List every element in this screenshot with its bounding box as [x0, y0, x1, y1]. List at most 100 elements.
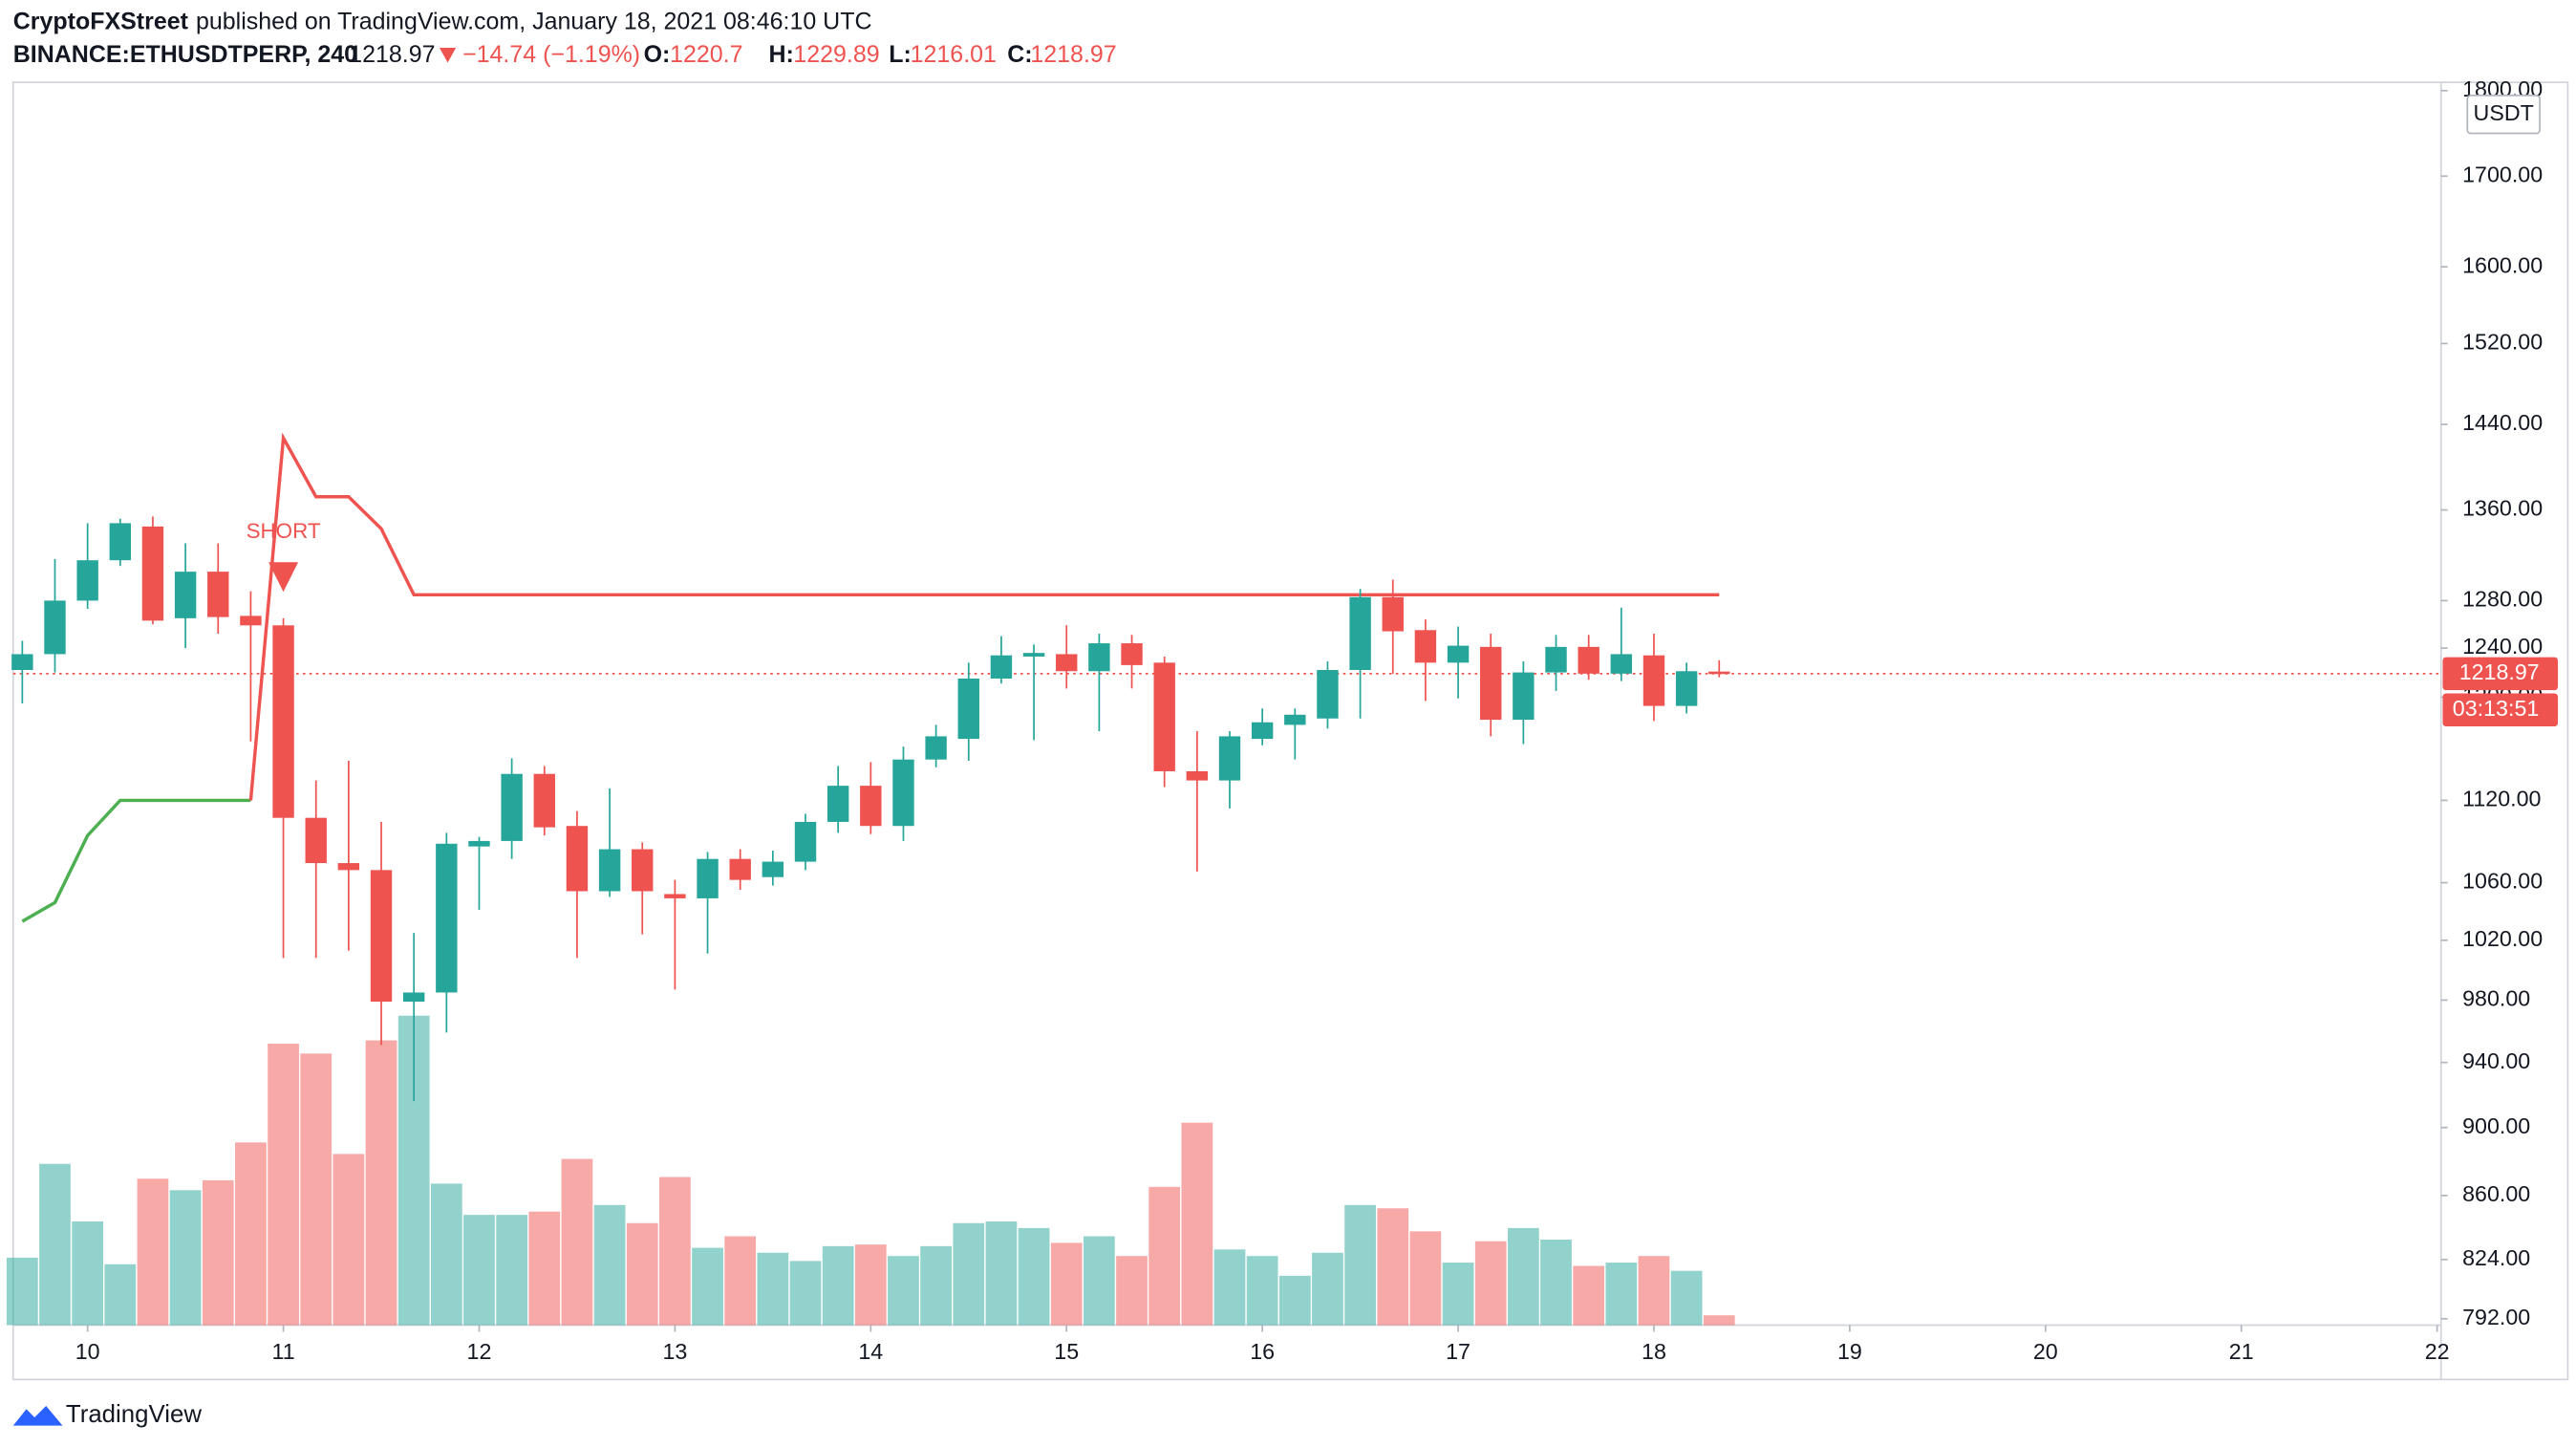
currency: USDT [2474, 100, 2534, 125]
y-tick-label: 1440.00 [2462, 410, 2543, 435]
volume-bar [920, 1245, 952, 1326]
y-tick-label: 980.00 [2462, 986, 2530, 1011]
candle-body [1414, 630, 1437, 663]
ohlc-value: 1216.01 [911, 41, 997, 68]
volume-bar [854, 1244, 887, 1326]
x-tick-label: 17 [1446, 1339, 1470, 1364]
last-price: 1218.97 [349, 41, 435, 68]
candle-body [207, 572, 229, 617]
volume-bar [365, 1040, 397, 1326]
y-tick-label: 1700.00 [2462, 162, 2543, 186]
candle-body [1153, 662, 1175, 771]
candle-body [370, 870, 393, 1003]
candle-body [1382, 596, 1404, 632]
candle-body [1218, 736, 1241, 781]
candle-body [141, 526, 164, 621]
candle-body [794, 821, 817, 862]
candle-body [109, 523, 132, 561]
logo-icon [12, 1405, 63, 1426]
candle-body [11, 654, 33, 670]
volume-bar [1018, 1227, 1050, 1326]
volume-bar [626, 1222, 658, 1326]
candle-body [1022, 653, 1045, 657]
volume-bar [1703, 1315, 1735, 1326]
volume-bar [1312, 1252, 1343, 1326]
candle-body [1675, 671, 1698, 706]
down-arrow [439, 47, 457, 63]
ohlc-label: H: [768, 41, 793, 68]
candle-body [1186, 770, 1209, 781]
candle-body [566, 826, 589, 892]
author: CryptoFXStreet [13, 9, 189, 35]
annotation-arrow [268, 562, 299, 593]
volume-bar [1213, 1249, 1246, 1326]
y-tick-label: 860.00 [2462, 1181, 2530, 1206]
volume-bar [268, 1044, 299, 1326]
candle-body [1610, 654, 1633, 674]
volume-bar [39, 1163, 71, 1326]
x-tick-label: 10 [75, 1339, 100, 1364]
candle-body [762, 861, 784, 877]
last-price-label: 1218.97 [2459, 659, 2540, 684]
volume-bar [1540, 1239, 1572, 1326]
y-tick-label: 900.00 [2462, 1113, 2530, 1138]
volume-bar [593, 1204, 626, 1326]
x-tick-label: 14 [858, 1339, 883, 1364]
candle-body [468, 840, 490, 847]
volume-bar [985, 1221, 1018, 1326]
candle-body [1284, 714, 1306, 725]
volume-bar [72, 1221, 104, 1326]
watermark: TradingView [66, 1401, 202, 1428]
candle-body [1545, 646, 1567, 673]
volume-bar [169, 1190, 202, 1326]
countdown-box [2442, 693, 2559, 727]
symbol: BINANCE:ETHUSDTPERP, 240 [13, 41, 357, 68]
y-tick-label: 1360.00 [2462, 496, 2543, 521]
volume-bar [1605, 1263, 1638, 1326]
volume-bar [1377, 1208, 1409, 1326]
last-price-box [2442, 657, 2559, 691]
candle-body [501, 773, 523, 841]
volume-bar [333, 1154, 365, 1326]
plot: SHORT [6, 432, 2441, 1326]
frame [11, 81, 2569, 1381]
annotation: SHORT [247, 519, 321, 543]
volume-bar [1573, 1265, 1605, 1326]
candle-body [1480, 646, 1502, 721]
volume-bar [1050, 1242, 1083, 1326]
x-tick-label: 12 [467, 1339, 492, 1364]
y-tick-label: 1280.00 [2462, 587, 2543, 612]
logo [12, 1405, 63, 1426]
ohlc-value: 1218.97 [1030, 41, 1116, 68]
candle-body [957, 678, 979, 740]
volume-bar [1181, 1122, 1213, 1326]
supertrend-line [21, 798, 251, 923]
volume-bar [1442, 1263, 1474, 1326]
candle-body [174, 572, 197, 618]
y-tick-label: 940.00 [2462, 1048, 2530, 1073]
candle-body [1578, 646, 1599, 674]
y-tick-label: 1120.00 [2462, 787, 2541, 811]
ohlc-value: 1220.7 [670, 41, 742, 68]
candle-body [1088, 643, 1110, 672]
volume-bar [659, 1177, 691, 1326]
volume-bar [1409, 1231, 1442, 1326]
x-tick-label: 19 [1837, 1339, 1862, 1364]
x-tick-label: 21 [2229, 1339, 2254, 1364]
volume-bar [1670, 1270, 1703, 1326]
candle-body [44, 600, 66, 655]
candle-body [1447, 645, 1470, 663]
ohlc-label: C: [1007, 41, 1032, 68]
ohlc-label: L: [889, 41, 912, 68]
y-tick-label: 1600.00 [2462, 252, 2543, 277]
volume-bar [1148, 1186, 1181, 1326]
candle-body [1317, 669, 1339, 719]
candle-body [272, 625, 294, 818]
candle-body [990, 655, 1013, 679]
x-tick-label: 22 [2425, 1339, 2450, 1364]
volume-bar [235, 1142, 267, 1326]
candle-body [1708, 671, 1730, 675]
volume-bar [137, 1178, 169, 1326]
x-tick-label: 11 [271, 1339, 294, 1364]
volume-bar [202, 1179, 234, 1326]
